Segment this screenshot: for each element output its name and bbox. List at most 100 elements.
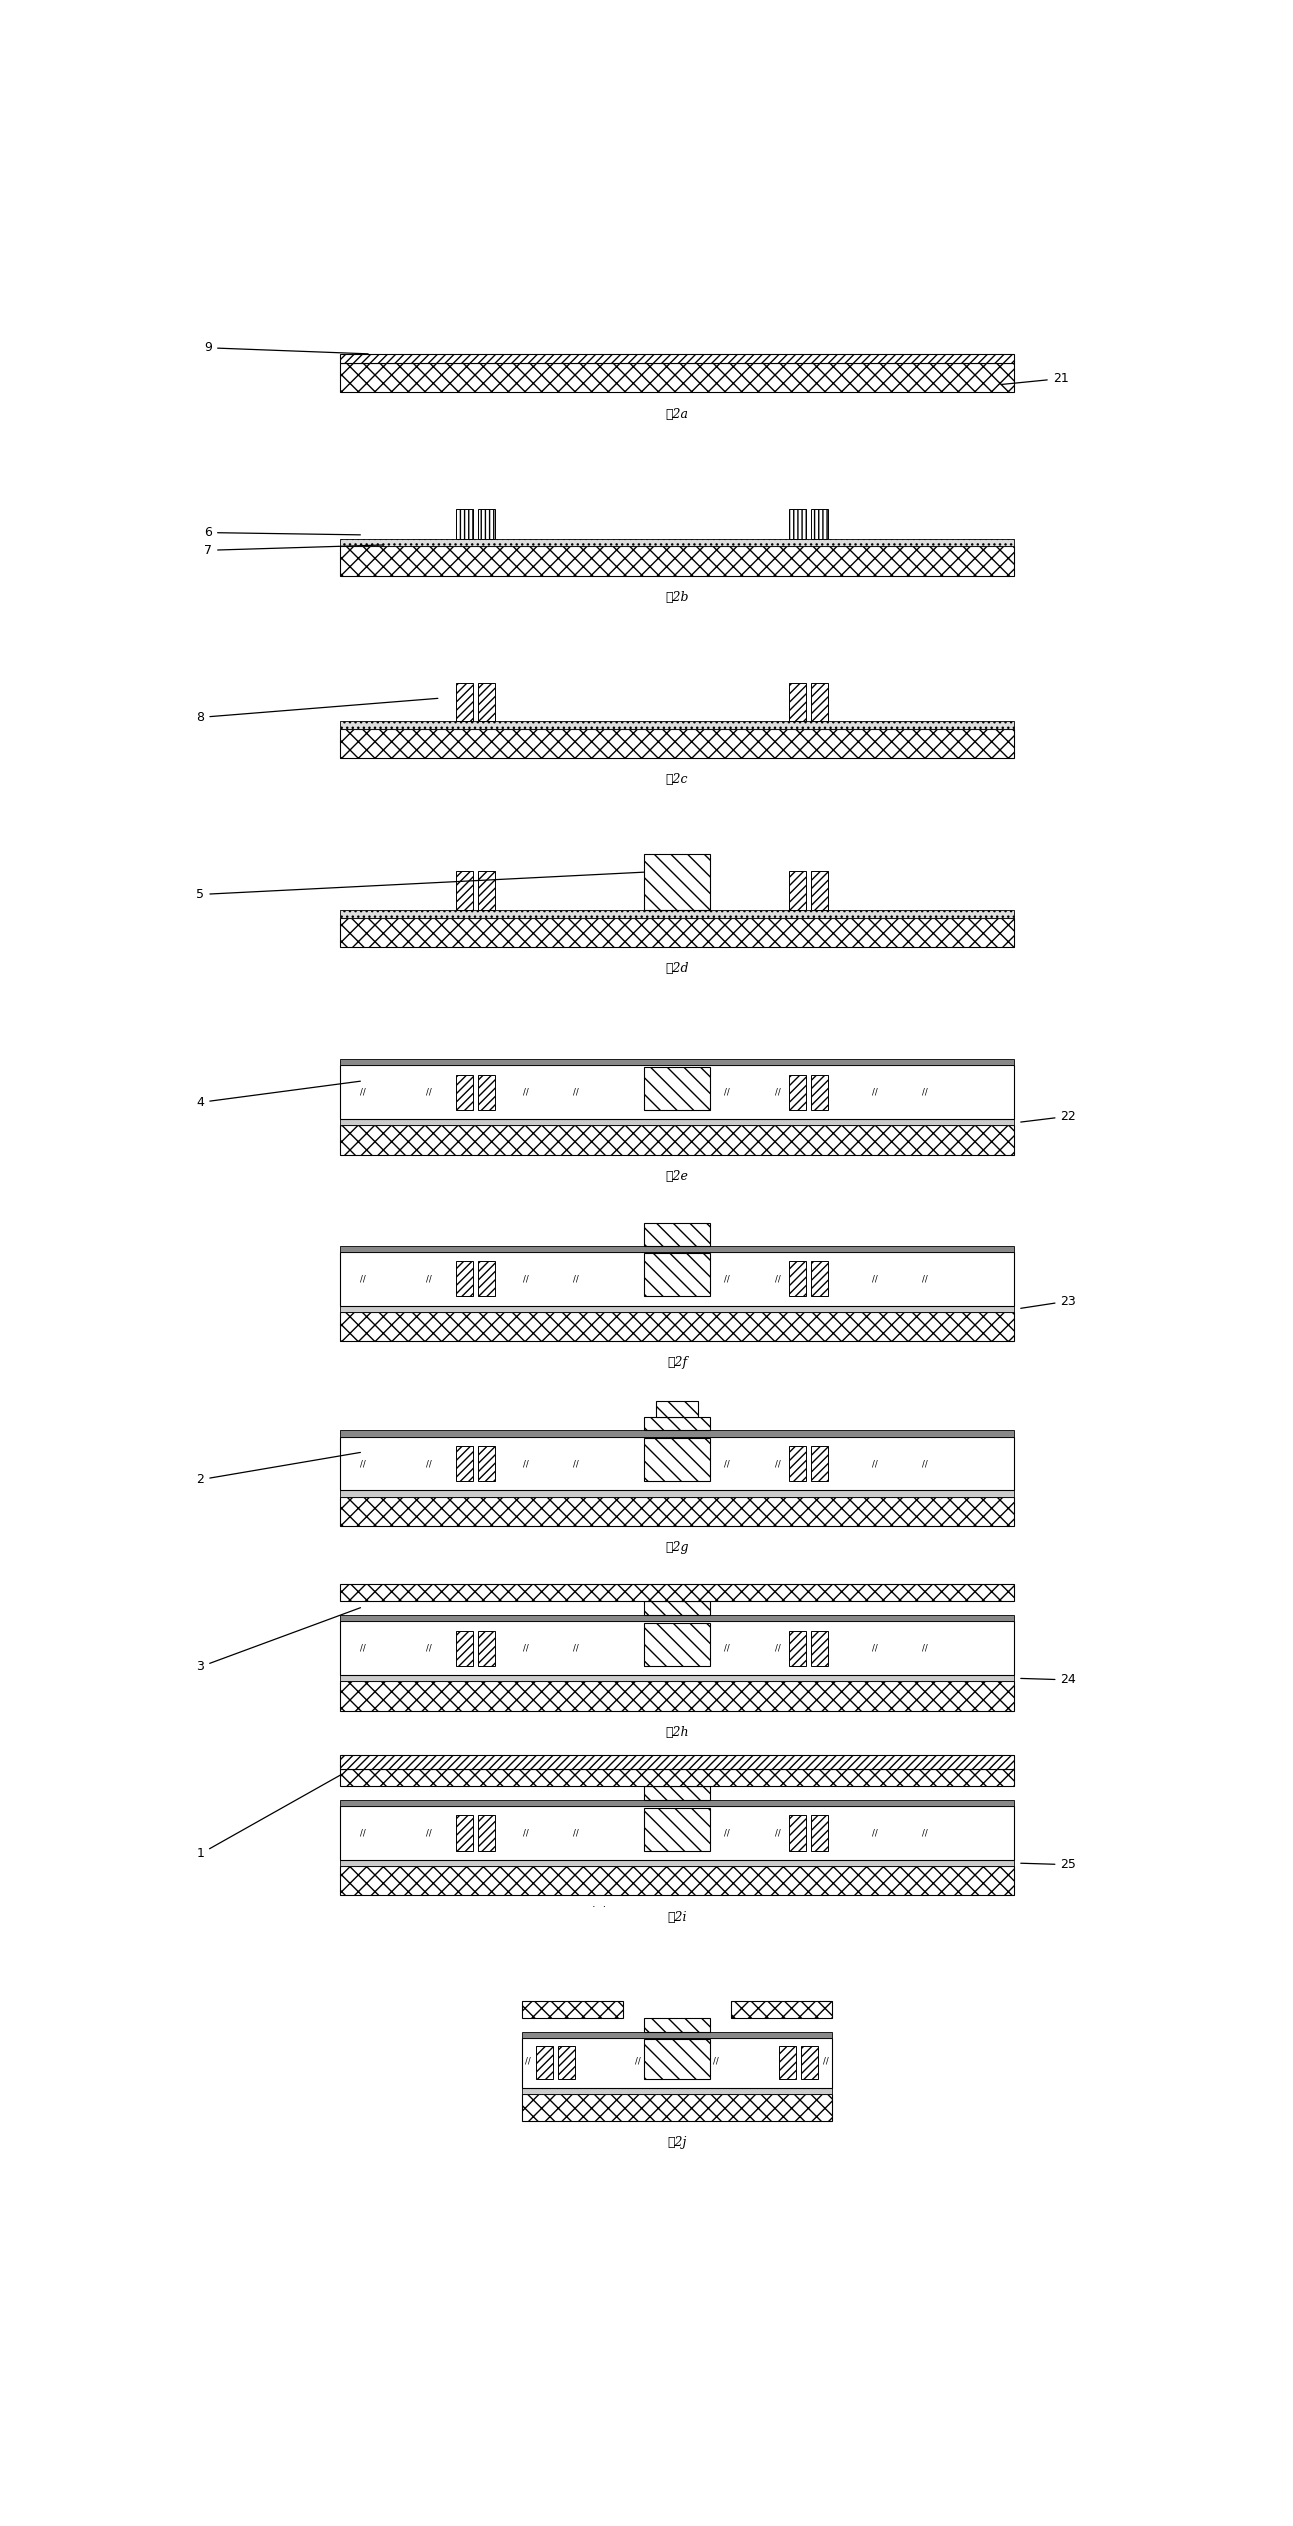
Bar [340,1614,1014,1622]
Bar [340,1806,1014,1859]
Text: 图2a: 图2a [666,407,688,419]
Text: 2: 2 [197,1452,361,1485]
Bar [340,1119,1014,1127]
Text: //: // [724,1644,731,1652]
Text: //: // [922,1089,928,1096]
Text: 23: 23 [1020,1293,1076,1308]
Bar [340,546,1014,576]
Text: 图2i: 图2i [667,1910,687,1922]
Bar [340,1801,1014,1806]
Text: 3: 3 [197,1607,361,1672]
Bar [789,871,807,909]
Bar [644,1437,710,1480]
Text: 图2b: 图2b [666,591,689,604]
Text: 4: 4 [197,1081,361,1109]
Text: //: // [871,1460,878,1468]
Text: 1: 1 [197,1763,361,1862]
Text: 图2c: 图2c [666,773,688,786]
Bar [340,722,1014,730]
Bar [811,871,828,909]
Text: //: // [361,1644,366,1652]
Bar [644,1786,710,1801]
Bar [789,1074,807,1109]
Bar [340,1058,1014,1066]
Text: 图2g: 图2g [666,1541,689,1553]
Bar [340,1490,1014,1495]
Text: //: // [573,1273,579,1283]
Bar [644,1417,710,1430]
Bar [644,2038,710,2079]
Bar [456,1816,473,1852]
Text: 6: 6 [204,525,361,538]
Text: //: // [724,1273,731,1283]
Text: //: // [922,1273,928,1283]
Bar [811,1260,828,1296]
Bar [644,1223,710,1245]
Text: //: // [775,1089,781,1096]
Bar [789,682,807,722]
Bar [340,1622,1014,1675]
Bar [340,730,1014,758]
Bar [456,510,473,538]
Text: //: // [775,1644,781,1652]
Text: //: // [635,2056,641,2066]
Bar [478,1260,495,1296]
Bar [644,854,710,909]
Text: //: // [427,1089,432,1096]
Bar [811,1445,828,1480]
Text: //: // [922,1644,928,1652]
Bar [537,2046,553,2079]
Text: //: // [361,1829,366,1836]
Bar [340,364,1014,392]
Bar [340,1768,1014,1786]
Text: 8: 8 [197,697,438,725]
Bar [456,682,473,722]
Text: 22: 22 [1020,1109,1076,1122]
Bar [456,1445,473,1480]
Bar [644,1253,710,1296]
Text: //: // [871,1829,878,1836]
Bar [456,1074,473,1109]
Bar [456,1632,473,1667]
Text: //: // [361,1089,366,1096]
Text: //: // [775,1273,781,1283]
Bar [557,2046,574,2079]
Bar [644,1622,710,1667]
Text: 图2d: 图2d [666,962,689,975]
Text: 图2f: 图2f [667,1356,687,1369]
Text: 图2e: 图2e [666,1170,688,1182]
Text: //: // [775,1829,781,1836]
Text: 5: 5 [197,871,657,902]
Bar [522,2038,831,2089]
Bar [340,1245,1014,1253]
Text: //: // [522,1273,529,1283]
Text: //: // [427,1644,432,1652]
Text: 图2j: 图2j [667,2137,687,2150]
Text: ·  ·: · · [592,1902,606,1912]
Bar [789,1260,807,1296]
Text: 21: 21 [1001,371,1068,384]
Text: //: // [427,1829,432,1836]
Bar [340,909,1014,917]
Bar [478,682,495,722]
Text: //: // [922,1460,928,1468]
Text: //: // [361,1273,366,1283]
Bar [340,1253,1014,1306]
Bar [340,1675,1014,1682]
Bar [811,1074,828,1109]
Text: //: // [871,1644,878,1652]
Text: //: // [573,1089,579,1096]
Text: //: // [427,1273,432,1283]
Text: 图2h: 图2h [666,1725,689,1738]
Text: //: // [724,1460,731,1468]
Bar [800,2046,818,2079]
Bar [456,871,473,909]
Bar [340,1311,1014,1341]
Text: 25: 25 [1020,1859,1076,1872]
Bar [340,538,1014,546]
Text: //: // [522,1089,529,1096]
Bar [656,1402,698,1417]
Bar [478,871,495,909]
Bar [522,2031,831,2038]
Text: //: // [361,1460,366,1468]
